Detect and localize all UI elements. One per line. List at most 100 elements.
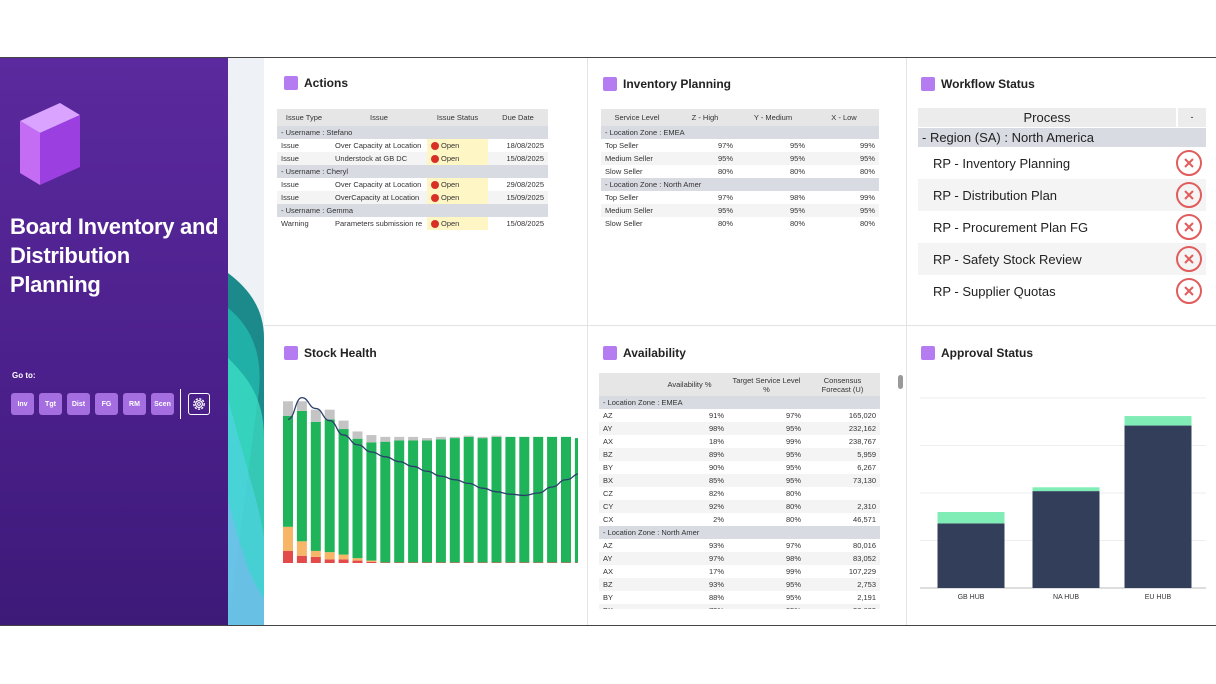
stock-bar-green[interactable] xyxy=(324,419,335,553)
availability-scrollbar[interactable] xyxy=(898,374,904,606)
stock-bar-amber[interactable] xyxy=(366,560,377,562)
stock-bar-green[interactable] xyxy=(533,436,544,563)
group-row[interactable]: - Username : Cheryl xyxy=(277,165,548,178)
close-circle-icon[interactable] xyxy=(1176,182,1202,208)
stock-bar-green[interactable] xyxy=(491,436,502,563)
stock-health-chart[interactable] xyxy=(278,388,578,568)
col-header[interactable]: Issue xyxy=(331,109,427,126)
stock-bar-red[interactable] xyxy=(449,562,460,563)
stock-bar-red[interactable] xyxy=(505,562,516,563)
stock-bar-red[interactable] xyxy=(366,561,377,563)
approval-bar-dark[interactable] xyxy=(1124,425,1192,588)
col-header[interactable]: Issue Type xyxy=(277,109,331,126)
goto-scen-button[interactable]: Scen xyxy=(151,393,174,415)
table-row[interactable]: Slow Seller 80% 80% 80% xyxy=(605,167,875,176)
goto-inv-button[interactable]: Inv xyxy=(11,393,34,415)
stock-bar-green[interactable] xyxy=(283,415,293,527)
stock-bar-red[interactable] xyxy=(561,562,571,563)
approval-bar-dark[interactable] xyxy=(1032,491,1100,588)
goto-dist-button[interactable]: Dist xyxy=(67,393,90,415)
table-row[interactable]: AX 17% 99% 107,229 xyxy=(603,567,876,576)
stock-trend-line[interactable] xyxy=(287,397,578,497)
workflow-row[interactable]: RP - Distribution Plan xyxy=(918,179,1206,211)
table-row[interactable]: BZ 93% 95% 2,753 xyxy=(599,578,880,591)
stock-bar-green[interactable] xyxy=(463,436,474,563)
stock-bar-green[interactable] xyxy=(574,438,578,563)
stock-bar-red[interactable] xyxy=(491,562,502,563)
stock-bar-red[interactable] xyxy=(463,562,474,563)
close-circle-icon[interactable] xyxy=(1176,246,1202,272)
stock-bar-red[interactable] xyxy=(519,562,530,563)
table-row[interactable]: BY 90% 95% 6,267 xyxy=(603,463,876,472)
table-row[interactable]: CZ 82% 80% xyxy=(603,489,801,498)
col-header[interactable]: Y - Medium xyxy=(737,109,809,126)
workflow-row[interactable]: RP - Safety Stock Review xyxy=(918,243,1206,275)
stock-bar-red[interactable] xyxy=(352,560,363,563)
stock-bar-amber[interactable] xyxy=(324,552,335,560)
stock-bar-amber[interactable] xyxy=(338,554,349,560)
stock-bar-red[interactable] xyxy=(338,559,349,563)
goto-tgt-button[interactable]: Tgt xyxy=(39,393,62,415)
table-row[interactable]: Warning Parameters submission re Open 15/08… xyxy=(281,217,544,230)
stock-bar-grey[interactable] xyxy=(449,436,460,439)
table-row[interactable]: BY 88% 95% 2,191 xyxy=(603,593,876,602)
table-row[interactable]: Medium Seller 95% 95% 95% xyxy=(601,204,879,217)
stock-bar-green[interactable] xyxy=(505,436,516,563)
stock-bar-grey[interactable] xyxy=(366,435,377,443)
group-row[interactable]: - Location Zone : EMEA xyxy=(599,396,880,409)
stock-bar-grey[interactable] xyxy=(463,435,474,437)
col-header[interactable]: Availability % xyxy=(651,373,728,396)
stock-bar-green[interactable] xyxy=(310,421,321,551)
stock-bar-grey[interactable] xyxy=(338,420,349,430)
stock-bar-grey[interactable] xyxy=(283,401,293,416)
table-row[interactable]: Issue Over Capacity at Location Open 29/08/… xyxy=(281,178,544,191)
table-row[interactable]: CX 2% 80% 46,571 xyxy=(603,515,876,524)
stock-bar-green[interactable] xyxy=(477,438,488,563)
stock-bar-green[interactable] xyxy=(449,438,460,563)
settings-gear-button[interactable] xyxy=(188,393,210,415)
process-header[interactable]: Process xyxy=(1023,110,1071,125)
stock-bar-grey[interactable] xyxy=(422,438,432,441)
table-row[interactable]: Medium Seller 95% 95% 95% xyxy=(601,152,879,165)
col-header[interactable]: X - Low xyxy=(809,109,879,126)
workflow-row[interactable]: RP - Supplier Quotas xyxy=(918,275,1206,307)
stock-bar-red[interactable] xyxy=(394,562,405,563)
table-row[interactable]: Slow Seller 80% 80% 80% xyxy=(605,219,875,228)
close-circle-icon[interactable] xyxy=(1176,150,1202,176)
stock-bar-grey[interactable] xyxy=(491,435,502,437)
stock-bar-amber[interactable] xyxy=(310,550,321,557)
status-header[interactable]: - xyxy=(1176,108,1206,127)
stock-bar-red[interactable] xyxy=(283,550,293,563)
stock-bar-red[interactable] xyxy=(296,555,307,563)
close-circle-icon[interactable] xyxy=(1176,214,1202,240)
stock-bar-green[interactable] xyxy=(352,438,363,559)
stock-bar-green[interactable] xyxy=(408,440,419,563)
stock-bar-green[interactable] xyxy=(547,436,558,563)
stock-bar-amber[interactable] xyxy=(352,558,363,561)
col-header[interactable] xyxy=(599,373,651,396)
group-row[interactable]: - Location Zone : North Amer xyxy=(599,526,880,539)
table-row[interactable]: BZ 89% 95% 5,959 xyxy=(599,448,880,461)
stock-bar-amber[interactable] xyxy=(296,541,307,556)
group-row[interactable]: - Username : Gemma xyxy=(277,204,548,217)
goto-rm-button[interactable]: RM xyxy=(123,393,146,415)
approval-bar-light[interactable] xyxy=(1124,416,1192,426)
close-circle-icon[interactable] xyxy=(1176,278,1202,304)
stock-bar-amber[interactable] xyxy=(283,526,293,551)
stock-bar-grey[interactable] xyxy=(310,409,321,422)
table-row[interactable]: BX 85% 95% 73,130 xyxy=(599,474,880,487)
stock-bar-red[interactable] xyxy=(324,559,335,563)
table-row[interactable]: Issue Understock at GB DC Open 15/08/2025 xyxy=(277,152,548,165)
approval-status-chart[interactable]: GB HUB NA HUB EU HUB xyxy=(918,393,1208,608)
stock-bar-red[interactable] xyxy=(435,562,446,563)
stock-bar-red[interactable] xyxy=(408,562,419,563)
table-row[interactable]: Top Seller 97% 95% 99% xyxy=(605,141,875,150)
approval-bar-dark[interactable] xyxy=(937,523,1005,588)
workflow-row[interactable]: RP - Inventory Planning xyxy=(918,147,1206,179)
col-header[interactable]: Consensus Forecast (U) xyxy=(805,373,880,396)
workflow-row[interactable]: RP - Procurement Plan FG xyxy=(918,211,1206,243)
stock-bar-red[interactable] xyxy=(574,562,578,563)
stock-bar-grey[interactable] xyxy=(296,401,307,411)
table-row[interactable]: AY 98% 95% 232,162 xyxy=(599,422,880,435)
stock-bar-green[interactable] xyxy=(422,440,432,563)
